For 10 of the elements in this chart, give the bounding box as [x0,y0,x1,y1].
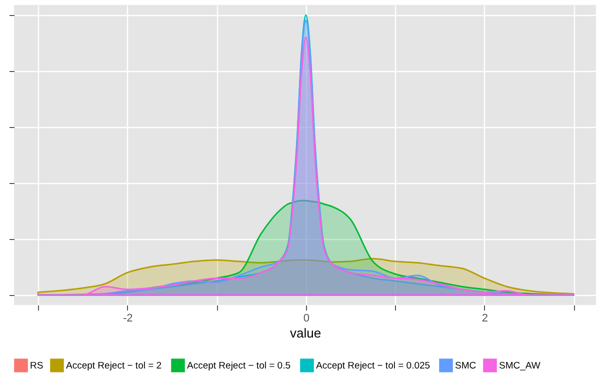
x-tick-label: 2 [482,312,488,324]
x-tick-label: 0 [303,312,310,324]
legend-label: SMC [455,360,476,372]
legend-label: Accept Reject − tol = 0.5 [187,360,291,372]
legend-label: Accept Reject − tol = 0.025 [316,360,430,372]
legend-label: SMC_AW [499,360,540,372]
x-tick-label: -2 [122,312,133,324]
legend-label: RS [30,360,44,372]
x-axis-title: value [290,326,322,340]
legend-label: Accept Reject − tol = 2 [66,360,162,372]
